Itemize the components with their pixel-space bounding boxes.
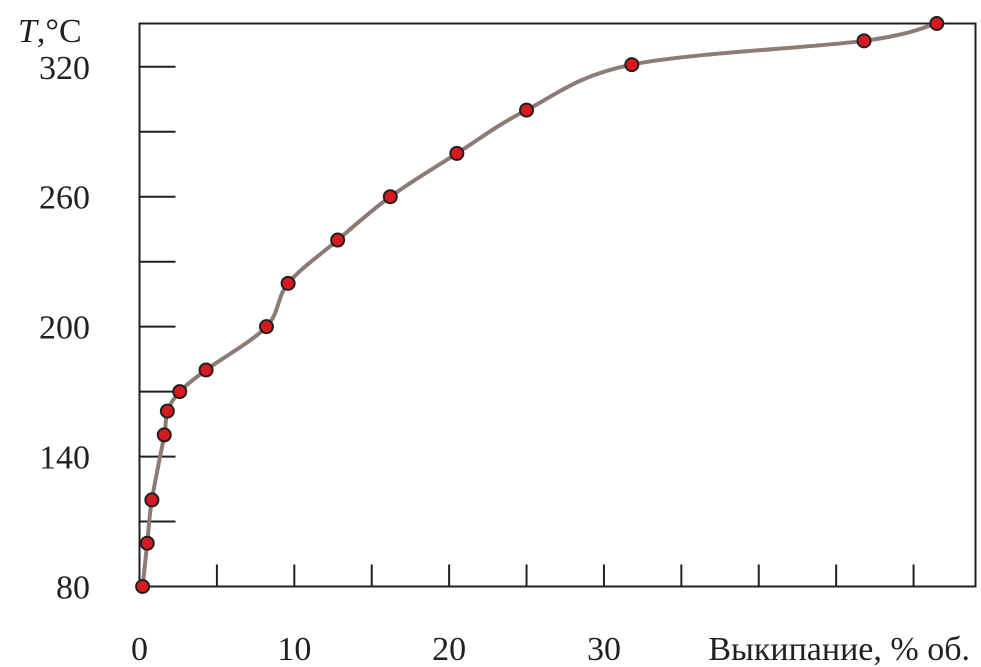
y-axis-label: T,°C <box>18 13 82 50</box>
data-point <box>382 189 398 205</box>
data-point <box>144 492 160 508</box>
y-axis-label-variable: T <box>18 13 39 50</box>
data-point <box>198 362 214 378</box>
data-point <box>519 102 535 118</box>
y-tick-label: 260 <box>39 180 90 217</box>
x-tick-label: 20 <box>432 631 466 667</box>
x-tick-label: 30 <box>587 631 621 667</box>
data-point <box>624 57 640 73</box>
y-tick-label: 200 <box>39 310 90 347</box>
data-points <box>135 16 945 594</box>
data-point <box>159 403 175 419</box>
data-point <box>856 33 872 49</box>
y-tick-label: 80 <box>56 570 90 607</box>
y-tick-label: 140 <box>39 440 90 477</box>
y-axis-ticks <box>139 65 176 588</box>
x-tick-label: 10 <box>277 631 311 667</box>
series-line <box>140 21 939 589</box>
data-point <box>172 384 188 400</box>
x-tick-label: 0 <box>131 631 148 667</box>
data-point <box>258 319 274 335</box>
plot-frame <box>138 22 977 588</box>
data-point <box>135 579 151 594</box>
x-axis-tick-labels: 0 10 20 30 <box>131 631 621 667</box>
data-point <box>929 16 945 31</box>
data-point <box>139 535 155 551</box>
x-axis-ticks <box>138 564 915 587</box>
data-point <box>449 145 465 161</box>
x-axis-label: Выкипание, % об. <box>708 631 970 667</box>
data-point <box>280 275 296 291</box>
data-point <box>156 427 172 443</box>
y-axis-label-unit: ,°C <box>37 13 82 50</box>
data-point <box>330 232 346 248</box>
y-axis-tick-labels: 80 140 200 260 320 <box>39 50 90 607</box>
y-tick-label: 320 <box>39 50 90 87</box>
